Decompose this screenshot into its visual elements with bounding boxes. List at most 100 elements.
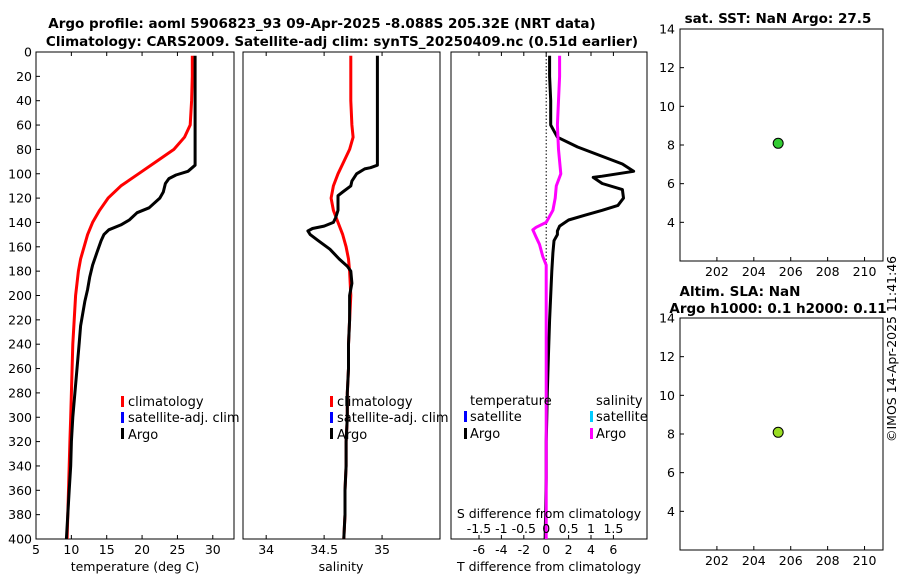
difference-lines [531,52,636,540]
y-tick-label: 10 [659,99,675,114]
profile-location-marker [772,137,784,149]
legend-swatch-argo [330,428,333,439]
legend-swatch-argo [121,428,124,439]
salinity-xlabel: salinity [319,559,364,574]
profile-location-marker [772,426,784,438]
temperature-legend: climatology satellite-adj. clim Argo [121,395,240,443]
legend-label-t-argo: Argo [470,427,500,442]
series-line [65,55,194,540]
legend-swatch-t-satellite [464,411,467,422]
y-tick-label: 340 [8,458,32,473]
x-tick-label: 204 [742,553,766,568]
temperature-xlabel: temperature (deg C) [71,559,200,574]
y-tick-label: 4 [667,215,675,230]
s-difference-label: S difference from climatology [457,506,642,521]
legend-title-temperature: temperature [470,394,552,409]
y-tick-label: 6 [667,176,675,191]
y-tick-label: 10 [659,388,675,403]
x-tick-label: 0 [542,542,550,557]
s-axis-tick-label: 0.5 [559,521,579,536]
legend-swatch-climatology [121,396,124,407]
x-tick-label: 208 [816,553,840,568]
y-tick-label: 200 [8,288,32,303]
y-tick-label: 360 [8,483,32,498]
x-tick-label: 210 [853,553,877,568]
y-tick-label: 320 [8,434,32,449]
difference-legend-salinity: salinity satellite Argo [590,394,648,442]
legend-label-argo: Argo [337,428,367,443]
y-tick-label: 14 [659,311,675,326]
x-tick-label: 34 [258,542,274,557]
legend-swatch-climatology [330,396,333,407]
difference-ticks: -6 -4 -2 0 2 4 6 [473,52,617,557]
sla-title: Altim. SLA: NaN [680,284,801,300]
x-tick-label: 206 [779,553,803,568]
sst-ticks: 202 204 206 208 210 4 6 8 10 12 14 [659,22,876,280]
legend-label-climatology: climatology [337,395,413,410]
x-tick-label: 202 [705,553,729,568]
sst-title: sat. SST: NaN Argo: 27.5 [685,11,872,27]
temperature-axes [35,51,235,540]
imos-watermark: ©IMOS 14-Apr-2025 11:41:46 [884,256,899,442]
salinity-ticks: 34 34.5 35 [258,52,390,557]
y-tick-label: 8 [667,138,675,153]
y-tick-label: 260 [8,361,32,376]
x-tick-label: -4 [495,542,508,557]
y-tick-label: 40 [16,93,32,108]
y-tick-label: 4 [667,504,675,519]
temperature-ticks: 5 10 15 20 25 3002040608010012014016018020022… [8,45,221,558]
s-axis-tick-label: 0 [542,521,550,536]
x-tick-label: 6 [609,542,617,557]
y-tick-label: 120 [8,191,32,206]
y-tick-label: 240 [8,337,32,352]
x-tick-label: 204 [742,264,766,279]
salinity-legend: climatology satellite-adj. clim Argo [330,395,449,443]
legend-label-s-argo: Argo [596,427,626,442]
s-axis-tick-label: -0.5 [512,521,536,536]
legend-label-satellite: satellite-adj. clim [337,411,449,426]
temperature-lines [64,55,197,540]
sst-marks [772,137,784,149]
x-tick-label: -6 [473,542,486,557]
y-tick-label: 8 [667,427,675,442]
y-tick-label: 400 [8,532,32,547]
s-axis-tick-label: 1 [587,521,595,536]
x-tick-label: 2 [565,542,573,557]
s-axis-tick-label: 1.5 [603,521,623,536]
difference-legend-temperature: temperature satellite Argo [464,394,552,442]
salinity-axes [242,51,441,540]
legend-label-argo: Argo [128,428,158,443]
x-tick-label: 34.5 [310,542,338,557]
difference-xlabel: T difference from climatology [456,559,642,574]
difference-panel: -6 -4 -2 0 2 4 6 T difference from climatology… [450,51,648,574]
difference-axes [450,51,648,540]
y-tick-label: 14 [659,22,675,37]
series-line [531,55,563,539]
s-difference-axis: -1.5 -1 -0.5 0 0.5 1 1.5 [467,521,624,536]
sla-title-line2: Argo h1000: 0.1 h2000: 0.11 [669,301,886,317]
legend-label-satellite: satellite-adj. clim [128,411,240,426]
legend-label-climatology: climatology [128,395,204,410]
y-tick-label: 300 [8,410,32,425]
s-axis-tick-label: -1 [495,521,507,536]
y-tick-label: 0 [24,45,32,60]
y-tick-label: 12 [659,60,675,75]
series-line [64,55,197,540]
y-tick-label: 20 [16,69,32,84]
legend-swatch-t-argo [464,428,467,439]
y-tick-label: 140 [8,215,32,230]
x-tick-label: 206 [779,264,803,279]
x-tick-label: 202 [705,264,729,279]
sla-panel: Altim. SLA: NaN Argo h1000: 0.1 h2000: 0… [659,284,887,568]
legend-swatch-s-satellite [590,411,593,422]
figure-title-line2: Climatology: CARS2009. Satellite-adj cli… [46,34,638,50]
x-tick-label: 20 [134,542,150,557]
x-tick-label: -2 [518,542,530,557]
x-tick-label: 210 [853,264,877,279]
y-tick-label: 12 [659,349,675,364]
y-tick-label: 80 [16,142,32,157]
x-tick-label: 30 [205,542,221,557]
legend-label-t-satellite: satellite [470,410,522,425]
y-tick-label: 160 [8,239,32,254]
